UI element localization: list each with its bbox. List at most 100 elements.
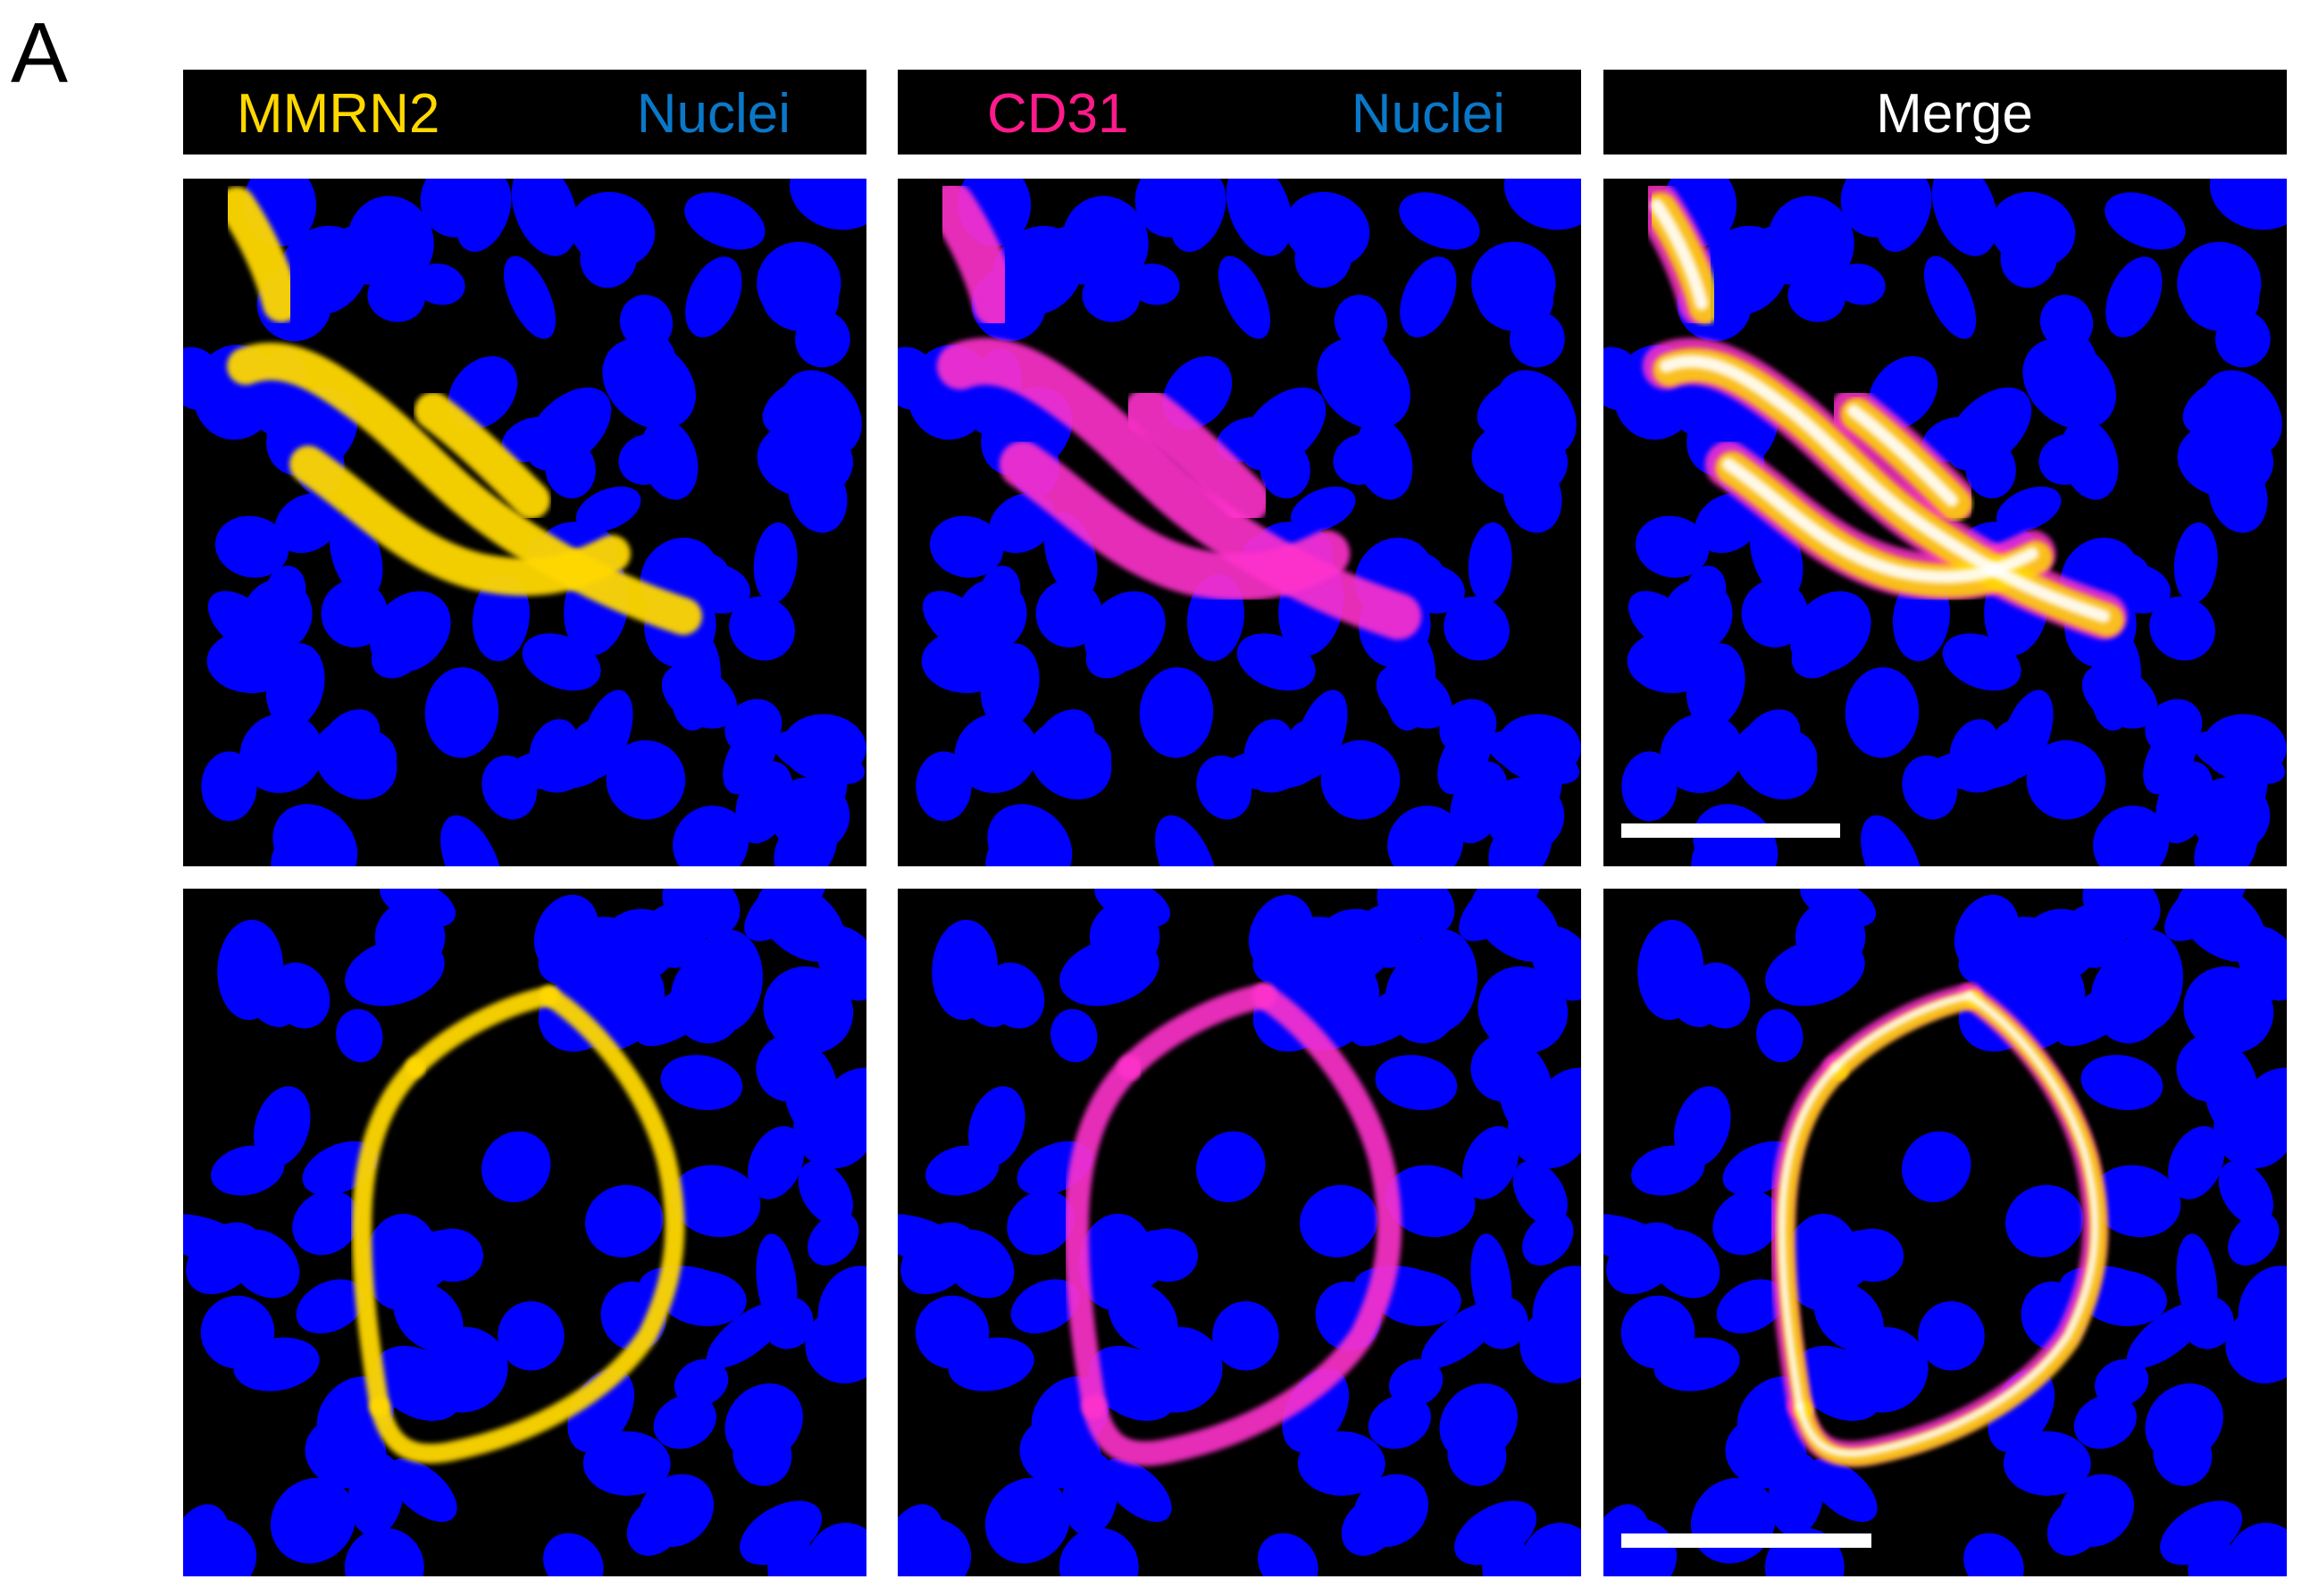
nucleus — [1996, 486, 2062, 532]
nucleus — [763, 966, 854, 1054]
nucleus — [1136, 1228, 1199, 1283]
vessel-stain-layer — [352, 986, 685, 1464]
nucleus — [748, 1126, 805, 1199]
nucleus — [1690, 962, 1751, 1029]
nucleus — [662, 889, 741, 939]
image-panel-top-mmrn2 — [183, 179, 866, 866]
vessel-stain — [1124, 387, 1270, 524]
nucleus — [1741, 580, 1809, 648]
nucleus — [1791, 629, 1845, 679]
nucleus — [744, 889, 827, 941]
nucleus — [2176, 1233, 2218, 1333]
nucleus — [660, 1055, 743, 1110]
nucleus — [364, 1213, 439, 1311]
nucleus — [1354, 419, 1413, 500]
nucleus — [414, 263, 465, 305]
nucleus — [1043, 729, 1112, 790]
nucleus — [498, 1300, 565, 1371]
nucleus — [2058, 1474, 2135, 1548]
nucleus — [1603, 1214, 1673, 1266]
nucleus — [898, 1504, 946, 1576]
nucleus — [2145, 698, 2203, 755]
nucleus — [1385, 953, 1461, 1044]
nucleus — [582, 1431, 671, 1496]
nucleus — [2105, 256, 2163, 338]
nucleus — [1226, 179, 1293, 256]
vessel-stain — [1659, 355, 2111, 623]
nucleus — [1218, 255, 1271, 339]
nucleus — [1749, 729, 1818, 790]
nucleus — [2191, 731, 2285, 784]
nucleus — [1248, 894, 1314, 973]
nucleus — [2036, 321, 2089, 414]
nucleus — [793, 1086, 866, 1169]
nucleus — [1649, 1229, 1720, 1299]
nucleus — [1946, 387, 2032, 472]
nucleus — [1965, 439, 2016, 498]
nucleus — [336, 1008, 383, 1063]
nucleus — [1330, 321, 1384, 414]
vessel-stain — [414, 392, 550, 519]
nucleus — [1834, 263, 1886, 305]
nucleus — [2189, 777, 2271, 854]
nucleus — [2081, 664, 2158, 729]
nucleus — [2005, 1184, 2084, 1258]
nucleus — [1923, 255, 1977, 339]
nucleus — [2209, 179, 2287, 230]
nucleus — [806, 1523, 866, 1576]
vessel-stain — [1064, 1055, 1142, 1419]
nucleus — [1989, 191, 2076, 268]
vessel-stain — [1830, 990, 1982, 1080]
vessel-stain — [1832, 992, 1973, 1071]
vessel-stain — [289, 446, 631, 597]
nucleus — [670, 953, 747, 1044]
nucleus — [424, 667, 499, 758]
nucleus — [1007, 1190, 1075, 1256]
nucleus — [916, 751, 972, 822]
nucleus — [373, 1345, 464, 1421]
nucleus — [789, 179, 866, 230]
nucleus — [2176, 1033, 2244, 1102]
vessel-stain-layer — [1064, 983, 1402, 1466]
nucleus — [292, 1190, 360, 1256]
nucleus — [1768, 196, 1854, 288]
image-panel-top-cd31 — [898, 179, 1581, 866]
nucleus — [685, 256, 742, 338]
nucleus — [481, 755, 538, 820]
nucleus — [753, 522, 798, 604]
vessel-stain — [927, 181, 1020, 328]
nucleus — [270, 1477, 356, 1564]
nucleus — [1486, 731, 1579, 784]
nucleus — [1236, 633, 1316, 691]
nucleus — [1522, 1212, 1574, 1266]
nucleus — [233, 1337, 320, 1391]
nucleus — [1471, 422, 1569, 498]
nucleus — [2214, 1086, 2287, 1169]
nucleus — [1050, 1008, 1098, 1063]
scale-bar — [1621, 1533, 1871, 1548]
nucleus — [270, 962, 331, 1029]
nucleus — [929, 515, 1004, 578]
nucleus — [673, 806, 749, 866]
nucleus — [925, 1145, 1000, 1196]
nucleus — [201, 751, 257, 822]
header-merge: Merge — [1603, 70, 2287, 155]
nucleus — [1876, 179, 1932, 252]
nucleus — [2173, 522, 2218, 604]
vessel-stain-layer — [927, 181, 1422, 640]
nucleus — [229, 1229, 300, 1299]
nucleus — [2188, 1537, 2249, 1576]
nucleus — [305, 1416, 387, 1489]
nucleus — [1019, 1416, 1101, 1489]
nucleus — [1258, 1533, 1318, 1576]
vessel-stain — [352, 1057, 425, 1416]
nucleus — [585, 1184, 664, 1258]
nucleus — [296, 1279, 365, 1334]
nucleus — [344, 1527, 424, 1576]
nucleus — [1377, 889, 1455, 939]
nucleus — [2145, 1383, 2223, 1462]
nucleus — [808, 1212, 859, 1266]
nucleus — [2093, 806, 2170, 866]
nucleus — [898, 347, 939, 410]
nucleus — [2073, 1394, 2137, 1450]
